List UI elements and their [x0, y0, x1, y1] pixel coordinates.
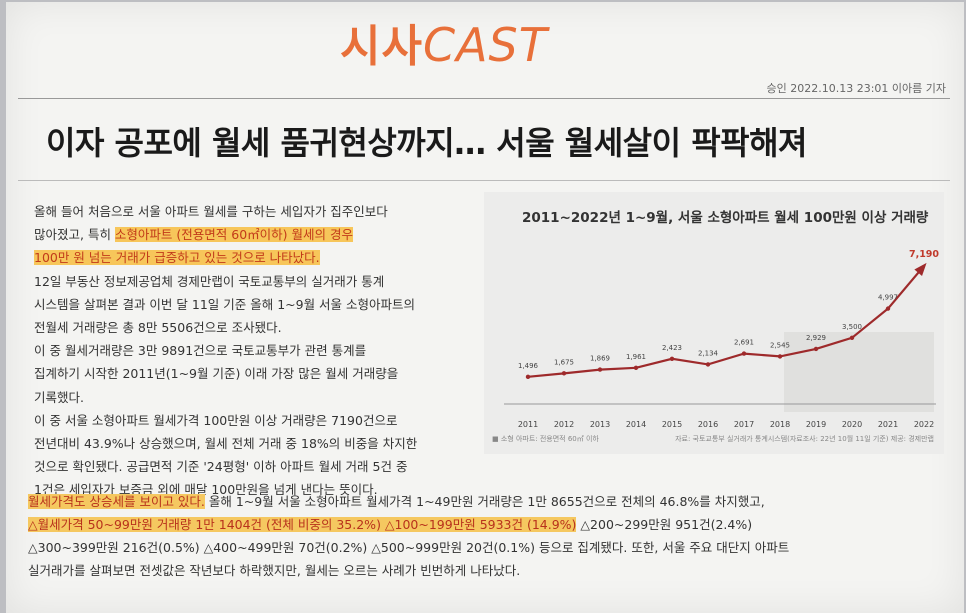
data-label: 1,961	[626, 353, 646, 361]
chart-source: 자료: 국토교통부 실거래가 통계시스템(자료조사: 22년 10월 11일 기…	[675, 435, 934, 443]
x-tick-label: 2017	[734, 420, 754, 429]
x-tick-label: 2016	[698, 420, 718, 429]
data-label: 2,423	[662, 344, 682, 352]
divider-mid	[18, 180, 950, 181]
data-point	[705, 362, 711, 367]
data-point	[633, 365, 639, 370]
x-tick-label: 2019	[806, 420, 826, 429]
body-text: 올해 1~9월 서울 소형아파트 월세가격 1~49만원 거래량은 1만 865…	[204, 494, 765, 509]
body-text: 이 중 월세거래량은 3만 9891건으로 국토교통부가 관련 통계를	[34, 343, 367, 359]
highlighted-text: 소형아파트 (전용면적 60㎡이하) 월세의 경우	[114, 227, 353, 243]
chart-title: 2011~2022년 1~9월, 서울 소형아파트 월세 100만원 이상 거래…	[522, 210, 929, 226]
data-label: 2,691	[734, 339, 754, 347]
data-point	[885, 306, 891, 311]
chart-footnote: ■ 소형 아파트: 전용면적 60㎡ 이하	[492, 435, 599, 443]
data-label: 2,134	[698, 349, 719, 357]
headline: 이자 공포에 월세 품귀현상까지… 서울 월세살이 팍팍해져	[46, 124, 807, 162]
x-tick-label: 2018	[770, 420, 790, 429]
data-point	[849, 335, 855, 340]
article-page: 시사CAST 승인 2022.10.13 23:01 이아름 기자 이자 공포에…	[6, 2, 964, 613]
body-text: 것으로 확인됐다. 공급면적 기준 '24평형' 이하 아파트 월세 거래 5건…	[34, 459, 408, 475]
body-text: 전월세 거래량은 총 8만 5506건으로 조사됐다.	[34, 320, 282, 336]
bottom-line: △300~399만원 216건(0.5%) △400~499만원 70건(0.2…	[28, 536, 948, 559]
logo-korean: 시사	[340, 21, 423, 72]
data-point	[561, 371, 567, 376]
data-point	[777, 354, 783, 359]
highlighted-text: 월세가격도 상승세를 보이고 있다.	[28, 494, 205, 509]
body-line: 전월세 거래량은 총 8만 5506건으로 조사됐다.	[34, 316, 474, 339]
body-text: 기록했다.	[34, 389, 84, 405]
data-point	[669, 356, 675, 361]
body-line: 이 중 월세거래량은 3만 9891건으로 국토교통부가 관련 통계를	[34, 339, 474, 362]
body-text: 12일 부동산 정보제공업체 경제만랩이 국토교통부의 실거래가 통계	[34, 273, 385, 289]
series-line	[527, 265, 925, 378]
body-line: 기록했다.	[34, 386, 474, 409]
x-tick-label: 2020	[842, 420, 862, 429]
body-line: 시스템을 살펴본 결과 이번 달 11일 기준 올해 1~9월 서울 소형아파트…	[34, 293, 474, 316]
data-point	[525, 374, 531, 380]
body-text: 전년대비 43.9%나 상승했으며, 월세 전체 거래 중 18%의 비중을 차…	[34, 436, 418, 452]
data-point	[597, 367, 603, 372]
x-tick-label: 2011	[518, 420, 538, 429]
body-line: 전년대비 43.9%나 상승했으며, 월세 전체 거래 중 18%의 비중을 차…	[34, 432, 474, 455]
body-text: 1건은 세입자가 보증금 외에 매달 100만원을 넘게 낸다는 뜻이다.	[34, 482, 378, 498]
bottom-line: △월세가격 50~99만원 거래량 1만 1404건 (전체 비중의 35.2%…	[28, 513, 948, 536]
highlighted-text: △월세가격 50~99만원 거래량 1만 1404건 (전체 비중의 35.2%…	[28, 517, 577, 532]
body-text: 집계하기 시작한 2011년(1~9월 기준) 이래 가장 많은 월세 거래량을	[34, 366, 399, 382]
data-point	[813, 346, 819, 352]
logo-english: CAST	[422, 18, 548, 72]
body-text: △200~299만원 951건(2.4%)	[576, 517, 753, 532]
chart-card: 2011~2022년 1~9월, 서울 소형아파트 월세 100만원 이상 거래…	[484, 192, 944, 454]
body-line: 집계하기 시작한 2011년(1~9월 기준) 이래 가장 많은 월세 거래량을	[34, 362, 474, 385]
body-line: 올해 들어 처음으로 서울 아파트 월세를 구하는 세입자가 집주인보다	[34, 200, 474, 223]
body-text: 많아졌고, 특히	[34, 227, 115, 243]
body-line: 100만 원 넘는 거래가 급증하고 있는 것으로 나타났다.	[34, 246, 474, 269]
x-tick-label: 2014	[626, 420, 646, 429]
highlighted-text: 100만 원 넘는 거래가 급증하고 있는 것으로 나타났다.	[34, 250, 320, 266]
x-tick-label: 2022	[914, 420, 934, 429]
data-label: 2,929	[806, 334, 826, 342]
masthead-logo: 시사CAST	[340, 10, 548, 72]
data-label: 1,869	[590, 355, 610, 363]
x-tick-label: 2015	[662, 420, 682, 429]
data-label: 1,496	[518, 362, 539, 370]
data-label: 3,500	[842, 323, 862, 331]
data-label: 2,545	[770, 341, 790, 349]
body-text: 시스템을 살펴본 결과 이번 달 11일 기준 올해 1~9월 서울 소형아파트…	[34, 296, 416, 312]
body-text: 이 중 서울 소형아파트 월세가격 100만원 이상 거래량은 7190건으로	[34, 412, 398, 428]
body-line: 12일 부동산 정보제공업체 경제만랩이 국토교통부의 실거래가 통계	[34, 270, 474, 293]
divider-top	[18, 98, 950, 99]
body-text: 실거래가를 살펴보면 전셋값은 작년보다 하락했지만, 월세는 오르는 사례가 …	[28, 563, 521, 578]
line-chart: 1,496 2011 1,675 2012 1,869 2013 1,961 2014 2,42…	[504, 249, 939, 429]
x-tick-label: 2012	[554, 420, 574, 429]
body-line: 이 중 서울 소형아파트 월세가격 100만원 이상 거래량은 7190건으로	[34, 409, 474, 432]
bottom-line: 월세가격도 상승세를 보이고 있다. 올해 1~9월 서울 소형아파트 월세가격…	[28, 490, 948, 513]
article-bottom-paragraph: 월세가격도 상승세를 보이고 있다. 올해 1~9월 서울 소형아파트 월세가격…	[28, 490, 948, 582]
body-text: △300~399만원 216건(0.5%) △400~499만원 70건(0.2…	[28, 540, 790, 555]
bottom-line: 실거래가를 살펴보면 전셋값은 작년보다 하락했지만, 월세는 오르는 사례가 …	[28, 559, 948, 582]
body-text: 올해 들어 처음으로 서울 아파트 월세를 구하는 세입자가 집주인보다	[34, 204, 388, 219]
data-label: 7,190	[909, 249, 939, 260]
byline: 승인 2022.10.13 23:01 이아름 기자	[766, 82, 946, 95]
series-arrowhead	[914, 262, 927, 276]
body-line: 1건은 세입자가 보증금 외에 매달 100만원을 넘게 낸다는 뜻이다.	[34, 478, 474, 501]
x-tick-label: 2013	[590, 420, 610, 429]
data-label: 4,997	[878, 294, 898, 302]
data-point	[741, 351, 747, 356]
body-line: 것으로 확인됐다. 공급면적 기준 '24평형' 이하 아파트 월세 거래 5건…	[34, 455, 474, 478]
data-label: 1,675	[554, 358, 574, 366]
body-line: 많아졌고, 특히 소형아파트 (전용면적 60㎡이하) 월세의 경우	[34, 223, 474, 246]
chart-backdrop	[784, 332, 934, 412]
x-tick-label: 2021	[878, 420, 898, 429]
